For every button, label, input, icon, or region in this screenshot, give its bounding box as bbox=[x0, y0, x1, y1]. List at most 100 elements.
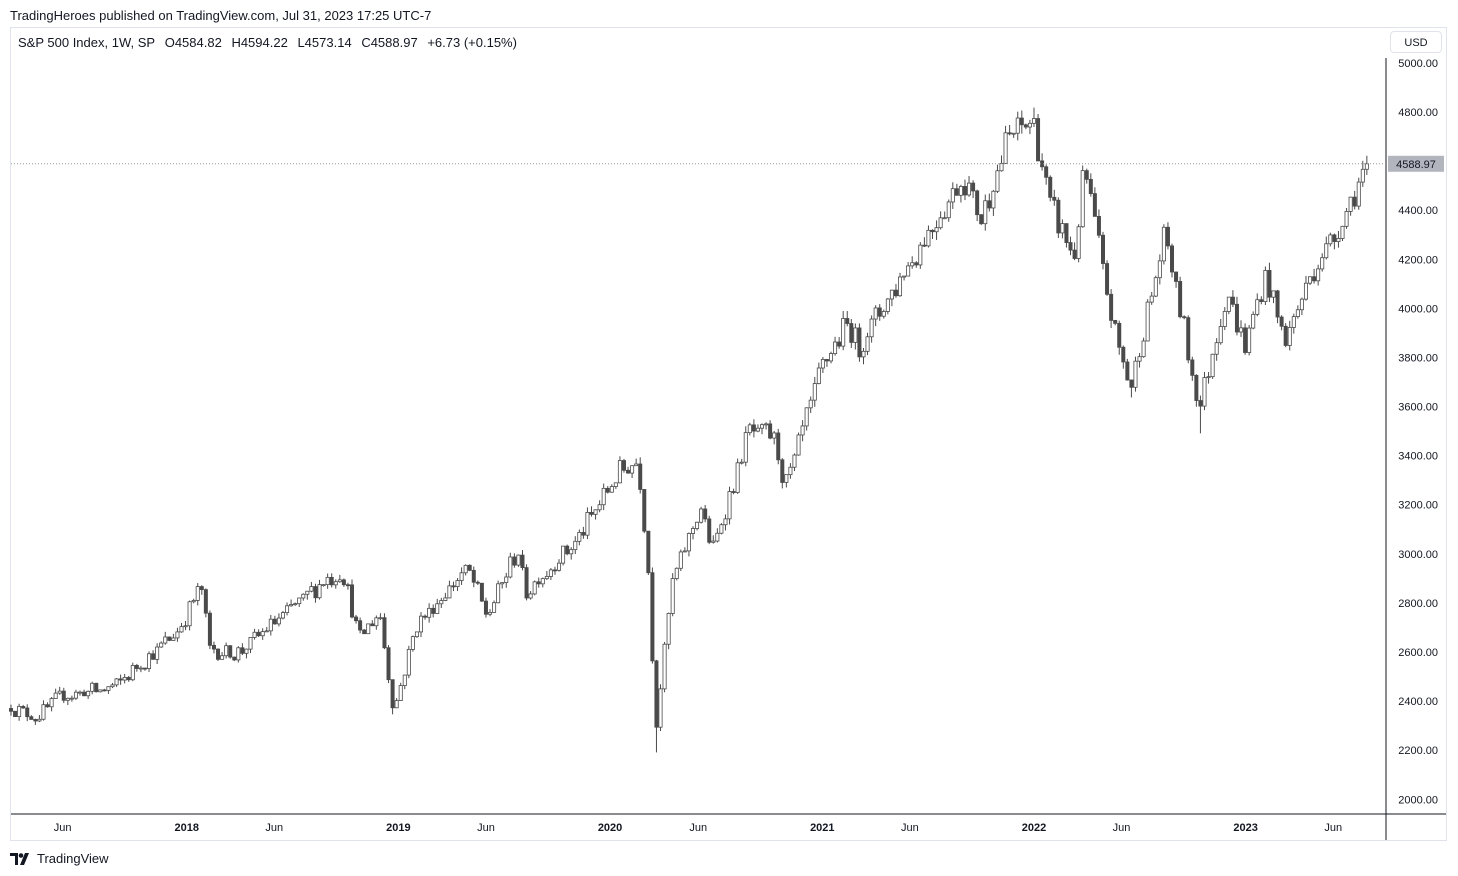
candle-body-up bbox=[1271, 290, 1276, 298]
candle-body-down bbox=[751, 424, 756, 432]
candle-body-up bbox=[1141, 340, 1146, 358]
candle-body-up bbox=[1287, 327, 1292, 346]
time-tick-label: Jun bbox=[901, 822, 919, 834]
candle-body-up bbox=[224, 645, 229, 657]
symbol-name[interactable]: S&P 500 Index, 1W, SP bbox=[18, 35, 156, 50]
candle-body-up bbox=[666, 613, 671, 645]
candle-body-up bbox=[804, 407, 809, 427]
candle-body-up bbox=[1214, 342, 1219, 355]
logo-text: TradingView bbox=[37, 851, 109, 866]
candle-body-up bbox=[488, 612, 493, 615]
candle-body-down bbox=[33, 719, 38, 722]
candle-body-up bbox=[995, 170, 1000, 192]
candle-body-up bbox=[53, 692, 58, 699]
candle-body-down bbox=[1044, 166, 1049, 178]
candle-body-down bbox=[102, 689, 107, 692]
time-tick-label: 2019 bbox=[386, 822, 410, 834]
candle-body-down bbox=[240, 647, 245, 654]
candle-body-up bbox=[90, 682, 95, 692]
candle-body-up bbox=[37, 718, 42, 722]
candle-body-up bbox=[674, 567, 679, 579]
candle-body-down bbox=[707, 518, 712, 543]
candle-body-up bbox=[764, 423, 769, 426]
candle-body-up bbox=[301, 593, 306, 599]
candle-body-up bbox=[1060, 223, 1065, 234]
currency-button[interactable]: USD bbox=[1390, 31, 1442, 53]
candle-body-up bbox=[492, 602, 497, 613]
candle-body-down bbox=[479, 582, 484, 602]
candle-body-down bbox=[1019, 117, 1024, 126]
time-tick-label: 2021 bbox=[810, 822, 834, 834]
candle-body-up bbox=[147, 653, 152, 669]
candle-body-down bbox=[589, 512, 594, 515]
candle-body-down bbox=[1190, 359, 1195, 376]
candle-body-up bbox=[861, 350, 866, 358]
candle-body-up bbox=[1340, 225, 1345, 239]
tradingview-logo[interactable]: TradingView bbox=[10, 851, 109, 866]
candle-body-up bbox=[926, 229, 931, 247]
candle-body-down bbox=[167, 636, 172, 641]
change-value: +6.73 (+0.15%) bbox=[427, 35, 517, 50]
candle-body-up bbox=[1356, 181, 1361, 207]
candle-body-down bbox=[837, 341, 842, 347]
candle-body-up bbox=[569, 549, 574, 555]
candle-body-up bbox=[715, 532, 720, 542]
candle-body-up bbox=[1011, 132, 1016, 135]
candle-body-up bbox=[609, 486, 614, 493]
candle-body-down bbox=[1283, 325, 1288, 346]
candle-body-up bbox=[1157, 260, 1162, 279]
candle-body-up bbox=[293, 603, 298, 606]
candle-body-up bbox=[1153, 277, 1158, 297]
candle-body-up bbox=[183, 625, 188, 628]
chart-frame bbox=[10, 27, 1447, 841]
candle-body-down bbox=[565, 545, 570, 555]
candle-body-down bbox=[581, 532, 586, 536]
candle-body-up bbox=[1364, 163, 1369, 170]
price-tick-label: 5000.00 bbox=[1398, 58, 1438, 70]
candle-body-up bbox=[122, 677, 127, 681]
candle-body-down bbox=[1036, 118, 1041, 162]
candle-body-up bbox=[1076, 226, 1081, 259]
time-axis: Jun 2018 Jun 2019 Jun 2020 Jun 2021 Jun 2022 Jun 20… bbox=[54, 822, 1342, 834]
candle-body-up bbox=[297, 597, 302, 605]
candle-body-up bbox=[1360, 168, 1365, 183]
candle-body-up bbox=[617, 460, 622, 484]
candle-body-up bbox=[264, 630, 269, 633]
candle-body-down bbox=[512, 556, 517, 566]
candle-body-down bbox=[386, 647, 391, 681]
candle-body-up bbox=[1145, 301, 1150, 342]
candle-body-up bbox=[719, 524, 724, 534]
candle-body-up bbox=[699, 508, 704, 523]
time-tick-label: Jun bbox=[477, 822, 495, 834]
candle-body-up bbox=[873, 307, 878, 320]
candle-body-down bbox=[1072, 249, 1077, 259]
candle-body-down bbox=[1198, 400, 1203, 407]
candle-body-down bbox=[893, 289, 898, 297]
candle-body-down bbox=[914, 262, 919, 266]
candle-body-up bbox=[991, 190, 996, 209]
candle-body-down bbox=[199, 586, 204, 591]
candle-body-down bbox=[552, 569, 557, 572]
candle-body-up bbox=[630, 465, 635, 474]
candle-body-up bbox=[49, 698, 54, 708]
candle-body-up bbox=[138, 667, 143, 670]
candle-body-up bbox=[179, 626, 184, 633]
candle-body-up bbox=[106, 686, 111, 691]
candle-body-down bbox=[118, 678, 123, 681]
candle-body-down bbox=[390, 679, 395, 709]
candle-body-up bbox=[934, 227, 939, 233]
candle-body-up bbox=[983, 200, 988, 225]
candle-body-up bbox=[686, 533, 691, 552]
candle-body-up bbox=[532, 581, 537, 595]
candle-body-up bbox=[889, 289, 894, 300]
candle-body-down bbox=[857, 327, 862, 358]
candle-body-down bbox=[1275, 290, 1280, 318]
candle-body-down bbox=[142, 667, 147, 670]
candle-body-up bbox=[829, 353, 834, 362]
candle-body-down bbox=[82, 691, 87, 697]
candle-body-up bbox=[114, 678, 119, 686]
candle-body-up bbox=[1251, 313, 1256, 329]
candle-body-up bbox=[276, 617, 281, 625]
candle-body-down bbox=[1068, 242, 1073, 251]
